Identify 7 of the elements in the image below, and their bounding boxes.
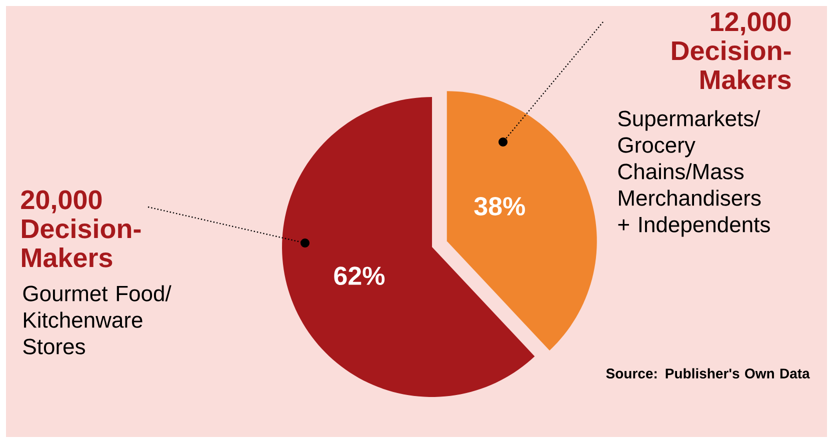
slice-label: Gourmet Food/ Kitchenware Stores <box>23 285 172 354</box>
slice-label: Supermarkets/ Grocery Chains/Mass Merchandisers + Independents <box>618 110 770 237</box>
data-label: 38% <box>474 197 525 216</box>
source-note: Source: Publisher's Own Data <box>606 368 810 378</box>
data-label: 62% <box>334 266 385 286</box>
text: 20,000 Decision-Makers <box>21 190 141 268</box>
text: 12,000 Decision-Makers <box>672 12 791 90</box>
